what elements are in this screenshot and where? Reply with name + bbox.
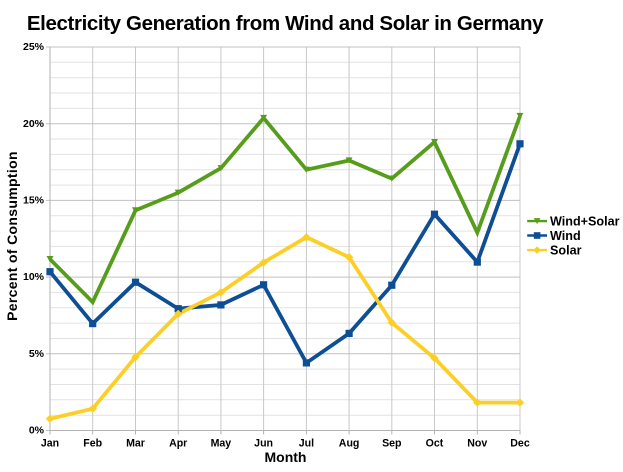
svg-text:15%: 15% xyxy=(23,195,45,207)
svg-text:Oct: Oct xyxy=(426,437,444,449)
svg-text:Nov: Nov xyxy=(467,437,487,449)
svg-text:Wind: Wind xyxy=(550,229,581,243)
svg-text:May: May xyxy=(211,437,232,449)
svg-text:Jun: Jun xyxy=(254,437,273,449)
svg-text:20%: 20% xyxy=(23,118,45,130)
svg-text:Jul: Jul xyxy=(299,437,314,449)
svg-text:25%: 25% xyxy=(23,41,45,53)
svg-text:Dec: Dec xyxy=(510,437,530,449)
svg-text:Sep: Sep xyxy=(382,437,402,449)
svg-text:Feb: Feb xyxy=(83,437,102,449)
svg-text:Percent of Consumption: Percent of Consumption xyxy=(4,151,20,321)
svg-text:Aug: Aug xyxy=(339,437,360,449)
svg-text:10%: 10% xyxy=(23,271,45,283)
svg-text:Mar: Mar xyxy=(126,437,145,449)
svg-text:0%: 0% xyxy=(29,425,45,437)
svg-text:Electricity Generation from Wi: Electricity Generation from Wind and Sol… xyxy=(27,12,544,35)
svg-text:Wind+Solar: Wind+Solar xyxy=(550,215,620,229)
svg-text:Apr: Apr xyxy=(169,437,187,449)
svg-text:Month: Month xyxy=(265,449,307,465)
svg-text:Jan: Jan xyxy=(41,437,59,449)
svg-text:5%: 5% xyxy=(29,348,45,360)
svg-text:Solar: Solar xyxy=(550,244,582,258)
